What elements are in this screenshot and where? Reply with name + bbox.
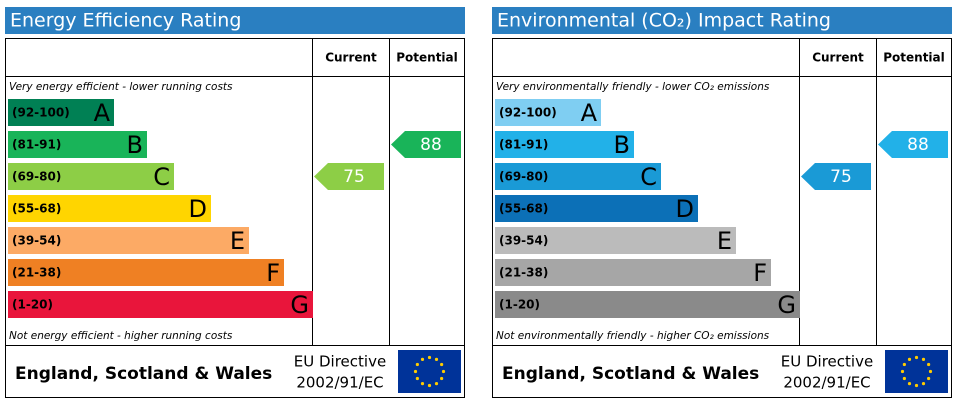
- flag-star: [921, 382, 926, 386]
- flag-star: [921, 357, 926, 361]
- column-header: Current: [812, 51, 864, 65]
- rating-band: [8, 259, 284, 286]
- band-letter: F: [266, 259, 280, 287]
- rating-band: [8, 131, 147, 158]
- band-range: (21-38): [12, 266, 61, 280]
- flag-star: [434, 382, 439, 386]
- top-note: Very environmentally friendly - lower CO…: [496, 81, 770, 93]
- band-range: (69-80): [12, 170, 61, 184]
- rating-band: [495, 163, 661, 190]
- flag-star: [914, 355, 919, 360]
- flag-star: [907, 382, 912, 386]
- rating-band: [8, 163, 174, 190]
- flag-star: [440, 362, 444, 367]
- rating-band: [495, 99, 601, 126]
- column-header: Potential: [883, 51, 945, 65]
- band-letter: B: [127, 131, 143, 159]
- potential-rating-value: 88: [907, 135, 929, 155]
- band-letter: C: [640, 163, 657, 191]
- rating-panel: Energy Efficiency Rating Current Potential…: [5, 7, 465, 398]
- flag-star: [427, 383, 432, 388]
- band-range: (92-100): [499, 106, 557, 120]
- flag-star: [927, 376, 931, 381]
- band-letter: G: [777, 291, 796, 319]
- band-letter: E: [717, 227, 732, 255]
- footer-code: 2002/91/EC: [783, 374, 870, 392]
- panel-title: Energy Efficiency Rating: [10, 10, 241, 32]
- potential-rating-value: 88: [420, 135, 442, 155]
- footer-region: England, Scotland & Wales: [15, 364, 272, 384]
- flag-star: [900, 369, 905, 374]
- band-letter: A: [581, 99, 598, 127]
- flag-star: [415, 362, 419, 367]
- band-letter: D: [189, 195, 207, 223]
- flag-star: [440, 376, 444, 381]
- top-note: Very energy efficient - lower running co…: [9, 81, 233, 93]
- potential-rating-arrow: [391, 131, 461, 158]
- band-letter: C: [153, 163, 170, 191]
- band-letter: B: [614, 131, 630, 159]
- band-letter: D: [676, 195, 694, 223]
- flag-star: [902, 362, 906, 367]
- band-range: (55-68): [499, 202, 548, 216]
- footer-directive: EU Directive: [294, 353, 386, 371]
- column-header: Potential: [396, 51, 458, 65]
- rating-band: [495, 259, 771, 286]
- footer-code: 2002/91/EC: [296, 374, 383, 392]
- band-letter: G: [290, 291, 309, 319]
- flag-star: [914, 383, 919, 388]
- rating-band: [495, 291, 800, 318]
- column-header: Current: [325, 51, 377, 65]
- band-letter: A: [94, 99, 111, 127]
- rating-band: [8, 227, 249, 254]
- band-letter: E: [230, 227, 245, 255]
- rating-panel: Environmental (CO₂) Impact Rating Current…: [492, 7, 952, 398]
- band-range: (81-91): [499, 138, 548, 152]
- current-rating-arrow: [801, 163, 871, 190]
- rating-band: [8, 99, 114, 126]
- potential-rating-arrow: [878, 131, 948, 158]
- band-range: (1-20): [12, 298, 53, 312]
- band-range: (39-54): [499, 234, 548, 248]
- bottom-note: Not environmentally friendly - higher CO…: [496, 330, 770, 342]
- rating-band: [495, 131, 634, 158]
- flag-star: [902, 376, 906, 381]
- current-rating-value: 75: [830, 167, 852, 187]
- flag-star: [928, 369, 933, 374]
- footer-directive: EU Directive: [781, 353, 873, 371]
- flag-star: [434, 357, 439, 361]
- flag-star: [427, 355, 432, 360]
- flag-star: [413, 369, 418, 374]
- title-bar: [5, 7, 465, 34]
- band-range: (81-91): [12, 138, 61, 152]
- panel-frame: [5, 38, 465, 398]
- band-range: (21-38): [499, 266, 548, 280]
- rating-band: [8, 195, 211, 222]
- current-rating-arrow: [314, 163, 384, 190]
- rating-band: [495, 227, 736, 254]
- flag-star: [441, 369, 446, 374]
- flag-star: [415, 376, 419, 381]
- panel-frame: [492, 38, 952, 398]
- title-bar: [492, 7, 952, 34]
- band-range: (39-54): [12, 234, 61, 248]
- flag-star: [420, 382, 425, 386]
- current-rating-value: 75: [343, 167, 365, 187]
- flag-star: [420, 357, 425, 361]
- band-letter: F: [753, 259, 767, 287]
- rating-band: [8, 291, 313, 318]
- band-range: (55-68): [12, 202, 61, 216]
- panel-title: Environmental (CO₂) Impact Rating: [497, 10, 831, 32]
- band-range: (1-20): [499, 298, 540, 312]
- bottom-note: Not energy efficient - higher running co…: [9, 330, 233, 342]
- rating-band: [495, 195, 698, 222]
- flag-star: [907, 357, 912, 361]
- band-range: (69-80): [499, 170, 548, 184]
- footer-region: England, Scotland & Wales: [502, 364, 759, 384]
- flag-star: [927, 362, 931, 367]
- band-range: (92-100): [12, 106, 70, 120]
